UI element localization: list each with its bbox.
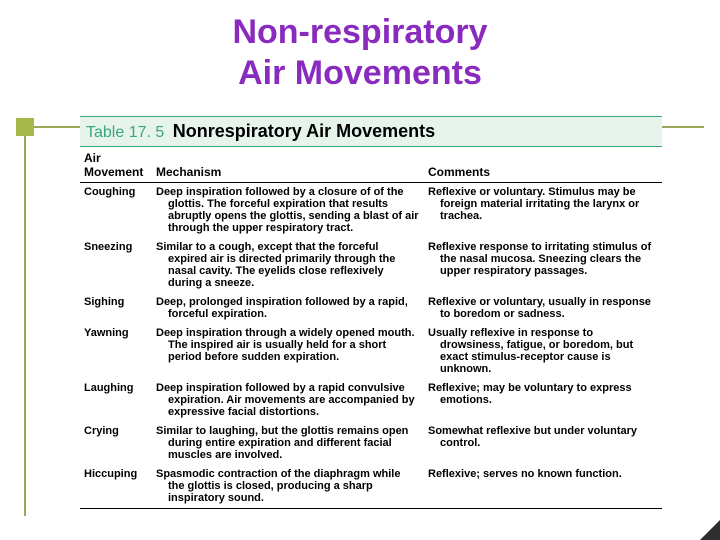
accent-square bbox=[16, 118, 34, 136]
col-header-movement-l2: Movement bbox=[84, 165, 148, 179]
cell-mechanism: Deep inspiration followed by a closure o… bbox=[152, 183, 424, 239]
col-header-movement-l1: Air bbox=[84, 151, 148, 165]
corner-fold-icon bbox=[700, 520, 720, 540]
cell-comments: Reflexive; may be voluntary to express e… bbox=[424, 379, 662, 422]
cell-movement: Sneezing bbox=[80, 238, 152, 293]
col-header-movement: Air Movement bbox=[80, 147, 152, 183]
table-row: HiccupingSpasmodic contraction of the di… bbox=[80, 465, 662, 509]
cell-mechanism: Spasmodic contraction of the diaphragm w… bbox=[152, 465, 424, 509]
cell-movement: Coughing bbox=[80, 183, 152, 239]
table-title: Nonrespiratory Air Movements bbox=[173, 121, 435, 141]
cell-movement: Laughing bbox=[80, 379, 152, 422]
cell-mechanism: Similar to a cough, except that the forc… bbox=[152, 238, 424, 293]
table-row: YawningDeep inspiration through a widely… bbox=[80, 324, 662, 379]
table-row: SneezingSimilar to a cough, except that … bbox=[80, 238, 662, 293]
slide-title: Non-respiratory Air Movements bbox=[0, 0, 720, 94]
col-header-comments: Comments bbox=[424, 147, 662, 183]
title-line-1: Non-respiratory bbox=[0, 12, 720, 53]
cell-movement: Sighing bbox=[80, 293, 152, 324]
cell-mechanism: Deep, prolonged inspiration followed by … bbox=[152, 293, 424, 324]
cell-movement: Crying bbox=[80, 422, 152, 465]
table-header-row: Air Movement Mechanism Comments bbox=[80, 147, 662, 183]
table-container: Table 17. 5 Nonrespiratory Air Movements… bbox=[80, 116, 662, 509]
cell-mechanism: Deep inspiration followed by a rapid con… bbox=[152, 379, 424, 422]
cell-mechanism: Deep inspiration through a widely opened… bbox=[152, 324, 424, 379]
cell-comments: Reflexive or voluntary, usually in respo… bbox=[424, 293, 662, 324]
table-caption-bar: Table 17. 5 Nonrespiratory Air Movements bbox=[80, 116, 662, 147]
table-row: CoughingDeep inspiration followed by a c… bbox=[80, 183, 662, 239]
cell-mechanism: Similar to laughing, but the glottis rem… bbox=[152, 422, 424, 465]
cell-comments: Reflexive response to irritating stimulu… bbox=[424, 238, 662, 293]
cell-comments: Somewhat reflexive but under voluntary c… bbox=[424, 422, 662, 465]
cell-comments: Reflexive; serves no known function. bbox=[424, 465, 662, 509]
table-row: LaughingDeep inspiration followed by a r… bbox=[80, 379, 662, 422]
cell-comments: Usually reflexive in response to drowsin… bbox=[424, 324, 662, 379]
table-row: CryingSimilar to laughing, but the glott… bbox=[80, 422, 662, 465]
table-number-label: Table 17. 5 bbox=[86, 124, 164, 141]
accent-line-vertical bbox=[24, 136, 26, 516]
movements-table: Air Movement Mechanism Comments Coughing… bbox=[80, 147, 662, 509]
cell-movement: Yawning bbox=[80, 324, 152, 379]
cell-movement: Hiccuping bbox=[80, 465, 152, 509]
title-line-2: Air Movements bbox=[0, 53, 720, 94]
col-header-mechanism: Mechanism bbox=[152, 147, 424, 183]
cell-comments: Reflexive or voluntary. Stimulus may be … bbox=[424, 183, 662, 239]
table-row: SighingDeep, prolonged inspiration follo… bbox=[80, 293, 662, 324]
